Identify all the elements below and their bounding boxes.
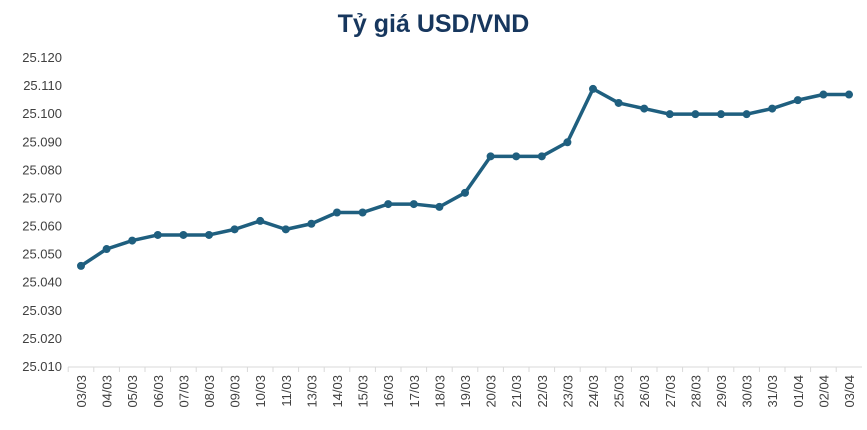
x-tick-label: 21/03 [509,375,524,408]
x-tick-label: 30/03 [740,375,755,408]
x-tick-label: 13/03 [304,375,319,408]
x-tick-label: 19/03 [458,375,473,408]
data-point [128,236,137,245]
data-point [563,138,572,147]
data-point [589,84,597,93]
x-tick-label: 09/03 [228,375,243,408]
y-tick-label: 25.090 [22,134,62,149]
x-tick-label: 11/03 [279,375,294,407]
x-tick-label: 08/03 [202,375,217,408]
data-point [409,200,418,209]
data-point [461,188,469,197]
y-tick-label: 25.110 [23,78,62,93]
data-point [153,230,162,239]
x-tick-label: 29/03 [714,375,729,408]
data-point [333,208,341,217]
x-tick-label: 27/03 [663,375,678,408]
x-tick-label: 15/03 [356,375,371,408]
x-tick-label: 22/03 [535,375,550,408]
y-tick-label: 25.100 [22,106,62,121]
data-point [768,104,777,113]
x-tick-label: 28/03 [688,375,703,408]
x-tick-label: 26/03 [637,375,652,408]
data-point [256,216,265,225]
x-tick-label: 16/03 [381,375,396,408]
data-point [845,90,853,99]
chart-title: Tỷ giá USD/VND [337,10,530,38]
x-tick-label: 01/04 [791,375,806,408]
data-point [793,96,802,105]
x-tick-label: 03/04 [842,375,857,408]
data-point [281,225,290,234]
x-tick-label: 24/03 [586,375,601,408]
x-tick-label: 20/03 [484,375,499,408]
data-point [486,152,495,161]
x-tick-label: 05/03 [125,375,140,408]
data-point [435,202,444,211]
data-point [179,230,188,239]
data-point [691,110,700,119]
data-point [717,110,725,119]
y-tick-label: 25.040 [22,275,62,290]
data-point [742,110,751,119]
y-tick-label: 25.030 [22,303,62,318]
y-tick-label: 25.010 [22,359,62,374]
x-tick-label: 25/03 [612,375,627,408]
data-point [614,98,623,107]
data-point [665,110,674,119]
x-tick-label: 31/03 [765,375,780,408]
data-point [230,225,239,234]
y-tick-label: 25.050 [22,247,62,262]
x-tick-label: 23/03 [560,375,575,408]
x-tick-label: 02/04 [816,375,831,408]
x-tick-label: 14/03 [330,375,345,408]
y-tick-label: 25.060 [22,219,62,234]
data-point [819,90,828,99]
y-tick-label: 25.020 [22,331,62,346]
data-point [384,200,393,209]
y-tick-label: 25.080 [22,162,62,177]
data-point [512,152,521,161]
x-tick-label: 03/03 [74,375,89,408]
x-tick-label: 10/03 [253,375,268,408]
y-tick-label: 25.120 [22,50,62,65]
x-tick-label: 18/03 [432,375,447,408]
data-point [537,152,546,161]
x-tick-label: 07/03 [176,375,191,408]
data-point [205,230,213,239]
data-point [307,219,316,228]
data-point [640,104,649,113]
data-point [77,261,85,270]
data-point [358,208,367,217]
series-line [80,87,849,268]
y-tick-label: 25.070 [22,190,62,205]
x-tick-label: 06/03 [151,375,166,408]
x-tick-label: 17/03 [407,375,422,408]
x-tick-label: 04/03 [100,375,115,408]
data-point [102,245,111,254]
